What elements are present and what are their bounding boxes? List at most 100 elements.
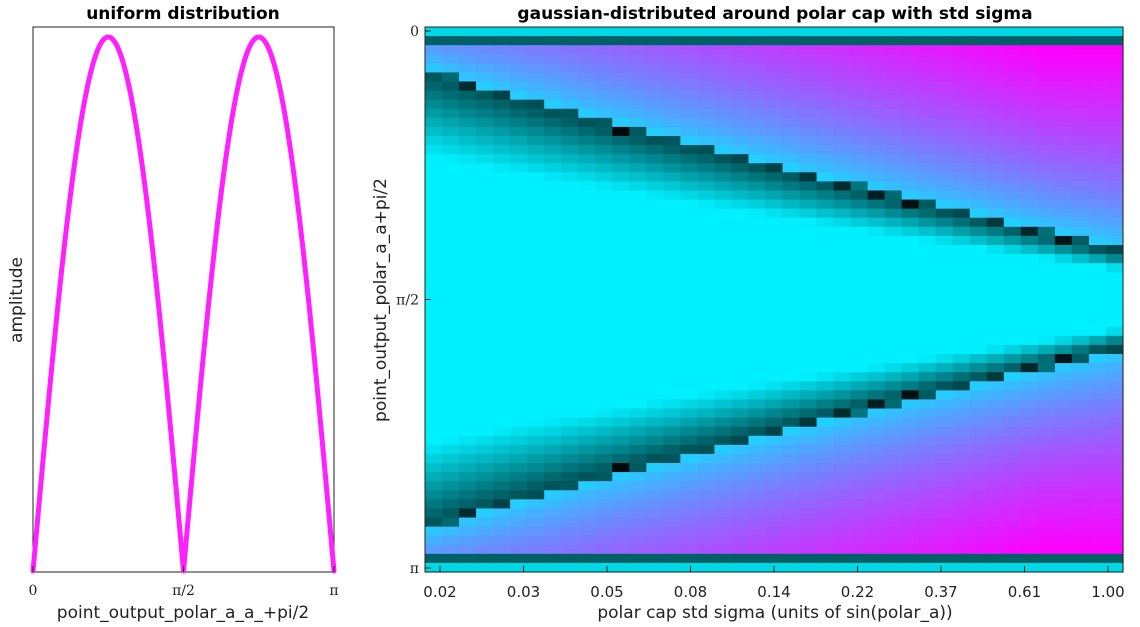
heatmap-cell (952, 108, 971, 119)
heatmap-cell (544, 535, 562, 546)
heatmap-cell (1088, 199, 1107, 210)
heatmap-cell (850, 317, 869, 328)
heatmap-cell (544, 72, 562, 83)
heatmap-cell (629, 354, 647, 364)
heatmap-cell (918, 417, 937, 428)
heatmap-cell (476, 235, 494, 246)
heatmap-cell (952, 81, 971, 92)
heatmap-cell (986, 508, 1005, 519)
heatmap-cell (510, 372, 528, 382)
heatmap-cell (867, 553, 886, 564)
heatmap-cell (1020, 508, 1039, 519)
heatmap-cell (646, 499, 664, 510)
heatmap-cell (629, 117, 647, 128)
heatmap-cell (1003, 299, 1022, 310)
heatmap-cell (697, 526, 716, 537)
heatmap-cell (782, 426, 801, 437)
heatmap-cell (952, 326, 971, 337)
heatmap-cell (799, 499, 818, 510)
heatmap-cell (833, 399, 852, 410)
heatmap-cell (425, 299, 443, 310)
heatmap-cell (1105, 190, 1124, 201)
heatmap-cell (935, 90, 954, 101)
heatmap-cell (663, 399, 681, 410)
heatmap-cell (442, 190, 460, 201)
heatmap-cell (782, 281, 801, 292)
heatmap-cell (867, 281, 886, 292)
heatmap-cell (680, 272, 698, 282)
heatmap-cell (714, 408, 733, 419)
heatmap-cell (493, 126, 511, 137)
heatmap-cell (765, 36, 784, 46)
heatmap-cell (1054, 27, 1073, 37)
heatmap-cell (646, 190, 664, 201)
heatmap-cell (782, 317, 801, 328)
heatmap-cell (714, 526, 733, 537)
heatmap-cell (595, 272, 613, 282)
heatmap-cell (1037, 272, 1056, 282)
heatmap-cell (476, 45, 494, 55)
heatmap-cell (1054, 363, 1073, 373)
heatmap-cell (476, 254, 494, 264)
heatmap-cell (697, 235, 716, 246)
heatmap-cell (765, 363, 784, 373)
heatmap-cell (1105, 381, 1124, 391)
heatmap-cell (969, 326, 988, 337)
heatmap-cell (476, 308, 494, 319)
heatmap-cell (799, 235, 818, 246)
heatmap-cell (867, 90, 886, 101)
heatmap-cell (884, 272, 903, 282)
heatmap-cell (510, 544, 528, 555)
heatmap-cell (1071, 463, 1090, 473)
heatmap-cell (578, 381, 596, 391)
heatmap-cell (1105, 117, 1124, 128)
heatmap-cell (748, 99, 767, 110)
heatmap-cell (493, 117, 511, 128)
heatmap-cell (935, 426, 954, 437)
heatmap-cell (935, 363, 954, 373)
heatmap-cell (935, 235, 954, 246)
heatmap-cell (952, 408, 971, 419)
heatmap-cell (1037, 408, 1056, 419)
heatmap-cell (646, 390, 664, 401)
heatmap-cell (1088, 399, 1107, 410)
heatmap-cell (884, 381, 903, 391)
heatmap-cell (833, 472, 852, 482)
heatmap-cell (714, 444, 733, 455)
heatmap-cell (901, 81, 920, 92)
heatmap-cell (612, 54, 630, 64)
heatmap-cell (969, 72, 988, 83)
heatmap-cell (799, 354, 818, 364)
heatmap-cell (952, 562, 971, 573)
heatmap-cell (935, 126, 954, 137)
heatmap-cell (935, 217, 954, 228)
heatmap-cell (663, 363, 681, 373)
heatmap-cell (459, 363, 477, 373)
heatmap-cell (680, 27, 698, 37)
heatmap-cell (714, 499, 733, 510)
heatmap-cell (1088, 190, 1107, 201)
heatmap-cell (986, 108, 1005, 119)
heatmap-cell (493, 263, 511, 273)
heatmap-cell (799, 463, 818, 473)
heatmap-cell (1020, 354, 1039, 364)
heatmap-cell (1105, 63, 1124, 74)
heatmap-cell (510, 54, 528, 64)
heatmap-cell (901, 381, 920, 391)
heatmap-cell (816, 254, 835, 264)
heatmap-cell (901, 90, 920, 101)
heatmap-cell (527, 136, 545, 146)
heatmap-cell (425, 408, 443, 419)
heatmap-cell (1003, 235, 1022, 246)
heatmap-cell (1088, 263, 1107, 273)
heatmap-cell (680, 172, 698, 183)
heatmap-cell (952, 181, 971, 192)
heatmap-cell (850, 181, 869, 192)
heatmap-cell (629, 272, 647, 282)
heatmap-cell (663, 290, 681, 301)
heatmap-cell (850, 472, 869, 482)
heatmap-cell (697, 117, 716, 128)
heatmap-cell (969, 354, 988, 364)
heatmap-cell (833, 136, 852, 146)
heatmap-cell (680, 517, 698, 528)
